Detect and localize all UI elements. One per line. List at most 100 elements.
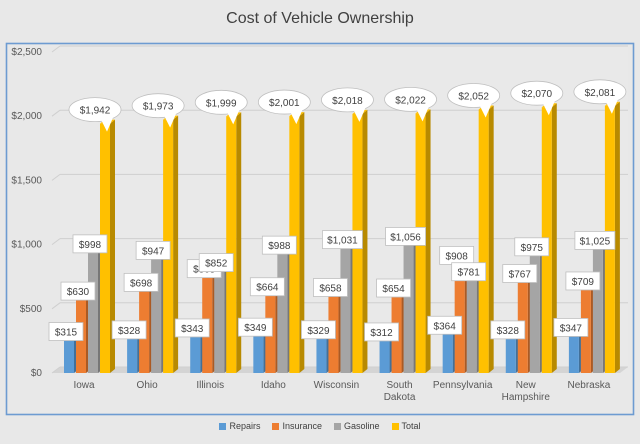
bar-side-total	[299, 112, 305, 374]
data-label-bubble	[573, 79, 627, 105]
data-label: $654	[382, 284, 405, 295]
bar-side-total	[425, 109, 431, 374]
bar-gasoline	[529, 247, 540, 373]
data-label-box	[198, 253, 234, 273]
x-tick-label: Idaho	[261, 380, 286, 391]
gridline-side	[51, 366, 61, 374]
bar-insurance	[454, 256, 465, 373]
legend: Repairs Insurance Gasoline Total	[0, 421, 640, 431]
data-label-box	[451, 262, 487, 282]
data-label-box	[301, 320, 336, 340]
bar-repairs	[505, 330, 516, 373]
data-label-bubble	[68, 97, 122, 123]
legend-swatch	[272, 423, 280, 430]
data-label: $2,001	[269, 98, 300, 109]
data-label-box	[60, 281, 96, 301]
data-label-box	[514, 237, 550, 257]
data-label: $1,973	[143, 102, 174, 113]
gridline-side	[51, 173, 61, 181]
data-label: $1,025	[580, 236, 611, 247]
data-label-box	[574, 230, 616, 250]
data-label-pointer	[353, 107, 366, 122]
data-label-box	[174, 318, 210, 338]
x-tick-label: Ohio	[137, 380, 159, 391]
data-label: $328	[497, 326, 520, 337]
data-label: $315	[55, 328, 78, 339]
data-label-box	[249, 277, 285, 297]
data-label: $664	[256, 283, 279, 294]
plot-frame	[5, 42, 635, 416]
gridline-side	[51, 109, 61, 117]
x-tick-label: Dakota	[384, 392, 416, 403]
data-label: $2,022	[395, 95, 426, 106]
data-label: $709	[572, 277, 595, 288]
legend-swatch	[334, 423, 341, 430]
data-label-pointer	[227, 110, 240, 125]
data-label-box	[385, 227, 426, 246]
data-label: $329	[307, 326, 330, 337]
data-label: $347	[560, 323, 583, 334]
data-label-box	[364, 322, 399, 342]
data-label: $630	[67, 287, 90, 298]
bar-gasoline	[151, 251, 162, 373]
data-label-box	[72, 234, 108, 254]
data-label: $1,999	[206, 98, 237, 109]
x-tick-label: Pennsylvania	[433, 380, 493, 391]
legend-item-repairs: Repairs	[219, 421, 260, 431]
data-label: $852	[205, 259, 228, 270]
data-label: $2,081	[585, 88, 616, 99]
data-label-pointer	[101, 117, 113, 132]
bar-gasoline	[88, 244, 98, 373]
data-label: $1,056	[390, 232, 421, 243]
data-label-bubble	[194, 89, 248, 115]
data-label-box	[261, 235, 297, 255]
data-label-pointer	[416, 107, 429, 122]
data-label: $328	[118, 326, 141, 337]
data-label-box	[237, 317, 273, 337]
data-label-bubble	[321, 87, 374, 113]
data-label-box	[490, 320, 526, 340]
x-tick-label: South	[386, 380, 412, 391]
bar-side-total	[110, 119, 115, 373]
data-label-box	[502, 264, 538, 283]
data-label-box	[565, 271, 601, 291]
data-label: $2,052	[458, 92, 489, 103]
bar-repairs	[190, 328, 201, 373]
bar-repairs	[442, 326, 453, 373]
chart-title: Cost of Vehicle Ownership	[226, 10, 414, 27]
bar-repairs	[253, 328, 264, 373]
data-label: $1,942	[80, 106, 111, 117]
data-label-box	[427, 315, 463, 335]
bar-repairs	[568, 328, 579, 373]
y-tick-label: $2,500	[11, 47, 42, 58]
data-label: $364	[434, 321, 457, 332]
gridline-side	[51, 238, 61, 246]
bar-gasoline	[277, 246, 288, 373]
gridline-side	[51, 302, 61, 310]
bar-gasoline	[340, 240, 351, 373]
data-label: $2,018	[332, 96, 363, 107]
bar-total	[226, 116, 237, 373]
data-label: $698	[130, 278, 153, 289]
legend-item-total: Total	[391, 421, 421, 431]
bar-repairs	[379, 332, 390, 373]
data-label-pointer	[542, 101, 555, 116]
legend-label: Repairs	[229, 421, 261, 431]
data-label: $947	[142, 246, 165, 257]
data-label: $312	[370, 328, 393, 339]
bar-gasoline	[592, 241, 603, 373]
bar-side-total	[551, 103, 557, 373]
bar-gasoline	[466, 272, 477, 373]
legend-label: Total	[401, 421, 421, 431]
gridline-side	[51, 45, 61, 53]
x-tick-label: Illinois	[196, 380, 224, 391]
x-tick-label: Iowa	[73, 380, 95, 391]
bar-repairs	[316, 330, 327, 373]
data-label-pointer	[605, 99, 618, 114]
x-tick-label: New	[516, 380, 537, 391]
data-label-bubble	[257, 89, 311, 115]
legend-swatch	[391, 423, 399, 430]
data-label-bubble	[384, 86, 437, 112]
data-label-box	[48, 322, 84, 341]
bar-gasoline	[403, 237, 414, 373]
